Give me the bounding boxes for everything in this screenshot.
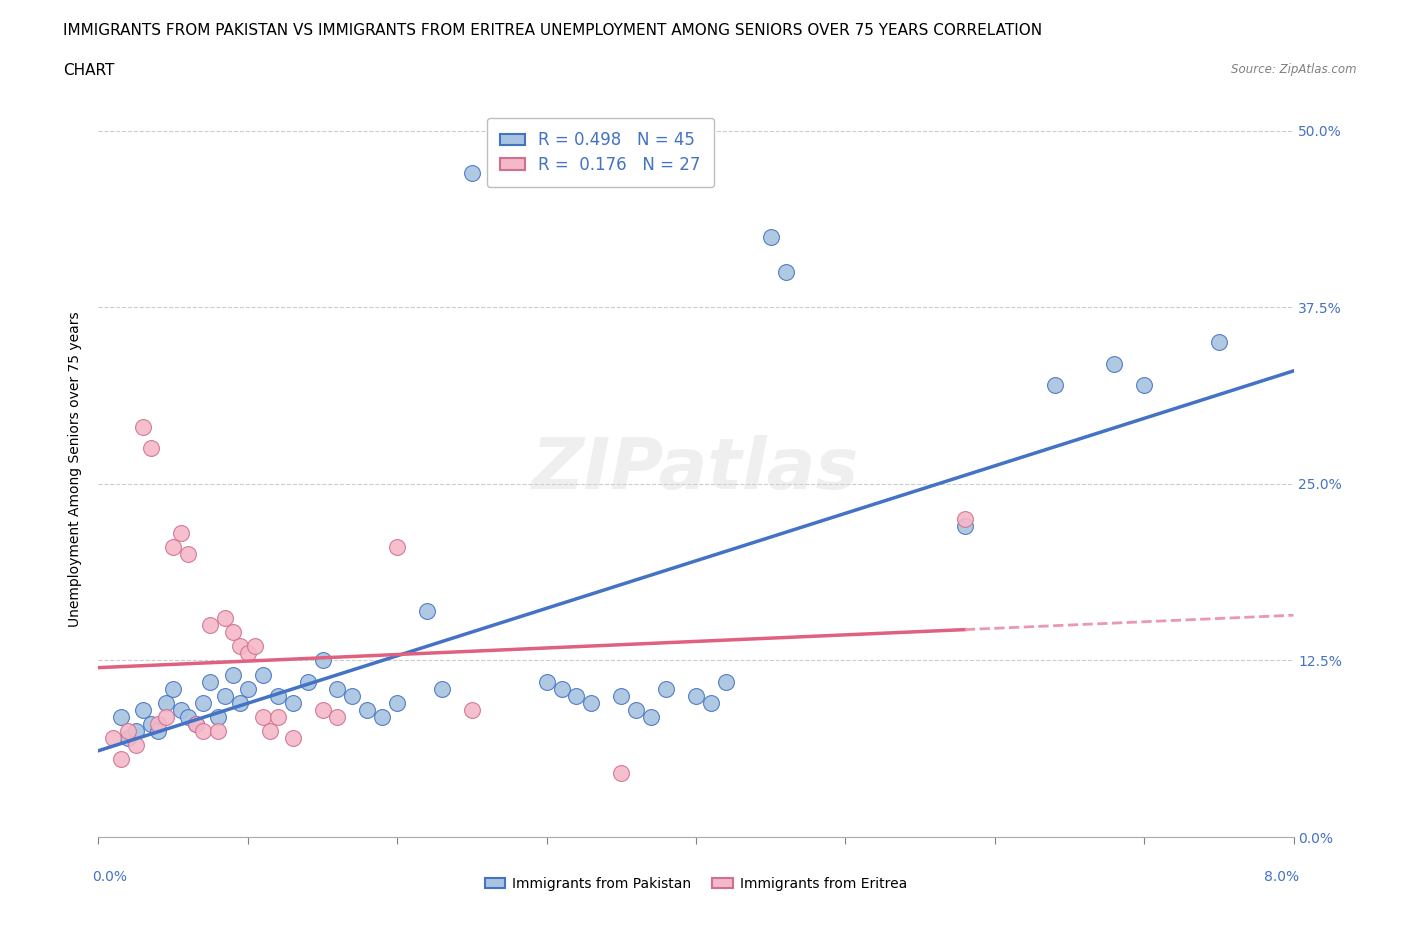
Text: ZIPatlas: ZIPatlas	[533, 435, 859, 504]
Point	[281, 731, 304, 746]
Point	[714, 674, 737, 689]
Point	[177, 710, 200, 724]
Point	[1043, 378, 1066, 392]
Point	[117, 724, 139, 738]
Point	[775, 264, 797, 279]
Point	[311, 702, 333, 717]
Point	[610, 766, 633, 781]
Point	[191, 696, 214, 711]
Point	[430, 681, 453, 696]
Point	[110, 710, 132, 724]
Point	[103, 731, 125, 746]
Point	[139, 716, 162, 731]
Legend: Immigrants from Pakistan, Immigrants from Eritrea: Immigrants from Pakistan, Immigrants fro…	[479, 871, 912, 897]
Point	[155, 696, 177, 711]
Point	[356, 702, 378, 717]
Point	[311, 653, 333, 668]
Point	[236, 681, 259, 696]
Point	[700, 696, 723, 711]
Point	[125, 737, 148, 752]
Point	[162, 681, 184, 696]
Point	[229, 696, 252, 711]
Point	[236, 645, 259, 660]
Point	[222, 625, 245, 640]
Point	[267, 710, 290, 724]
Point	[177, 547, 200, 562]
Point	[416, 604, 439, 618]
Point	[184, 716, 207, 731]
Point	[252, 710, 274, 724]
Point	[207, 724, 229, 738]
Point	[222, 667, 245, 682]
Point	[184, 716, 207, 731]
Point	[1104, 356, 1126, 371]
Point	[342, 688, 364, 703]
Text: CHART: CHART	[63, 63, 115, 78]
Point	[155, 710, 177, 724]
Text: 0.0%: 0.0%	[93, 870, 128, 884]
Point	[132, 702, 155, 717]
Point	[125, 724, 148, 738]
Point	[1208, 335, 1230, 350]
Point	[207, 710, 229, 724]
Point	[267, 688, 290, 703]
Point	[626, 702, 648, 717]
Point	[326, 710, 349, 724]
Point	[229, 639, 252, 654]
Point	[326, 681, 349, 696]
Point	[385, 696, 409, 711]
Point	[259, 724, 281, 738]
Point	[371, 710, 394, 724]
Text: IMMIGRANTS FROM PAKISTAN VS IMMIGRANTS FROM ERITREA UNEMPLOYMENT AMONG SENIORS O: IMMIGRANTS FROM PAKISTAN VS IMMIGRANTS F…	[63, 23, 1042, 38]
Point	[1133, 378, 1156, 392]
Point	[169, 525, 191, 540]
Point	[139, 441, 162, 456]
Point	[252, 667, 274, 682]
Point	[610, 688, 633, 703]
Text: 8.0%: 8.0%	[1264, 870, 1299, 884]
Point	[385, 540, 409, 555]
Point	[759, 229, 782, 244]
Point	[461, 166, 484, 180]
Point	[245, 639, 267, 654]
Point	[640, 710, 662, 724]
Point	[550, 681, 572, 696]
Point	[214, 611, 236, 626]
Point	[581, 696, 603, 711]
Point	[655, 681, 678, 696]
Text: Source: ZipAtlas.com: Source: ZipAtlas.com	[1232, 63, 1357, 76]
Point	[953, 519, 976, 534]
Point	[281, 696, 304, 711]
Point	[162, 540, 184, 555]
Point	[110, 751, 132, 766]
Point	[200, 618, 222, 632]
Point	[117, 731, 139, 746]
Point	[214, 688, 236, 703]
Point	[536, 674, 558, 689]
Point	[200, 674, 222, 689]
Point	[169, 702, 191, 717]
Point	[461, 702, 484, 717]
Point	[297, 674, 319, 689]
Point	[685, 688, 707, 703]
Point	[565, 688, 588, 703]
Point	[148, 724, 170, 738]
Point	[191, 724, 214, 738]
Point	[148, 716, 170, 731]
Y-axis label: Unemployment Among Seniors over 75 years: Unemployment Among Seniors over 75 years	[69, 312, 83, 628]
Point	[953, 512, 976, 526]
Point	[132, 419, 155, 434]
